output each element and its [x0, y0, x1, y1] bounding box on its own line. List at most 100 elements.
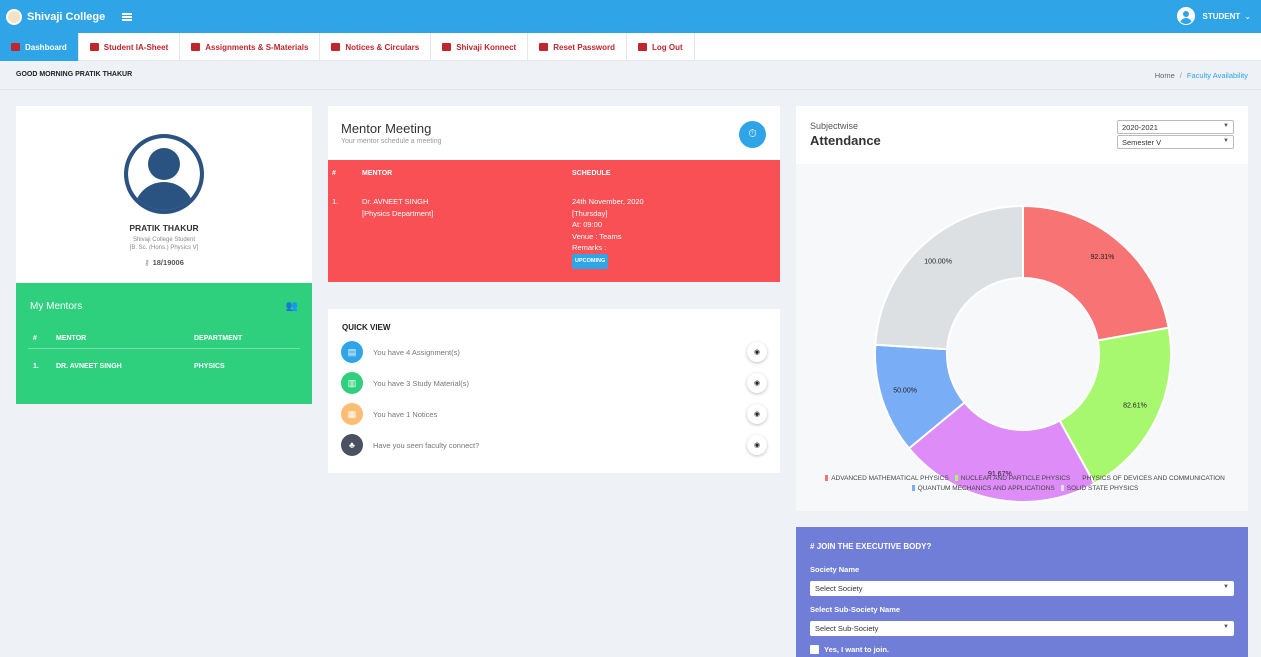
dropdown-arrow-icon: ▼ [1223, 624, 1229, 630]
breadcrumb: Home / Faculty Availability [1155, 71, 1248, 80]
legend-item[interactable]: QUANTUM MECHANICS AND APPLICATIONS [906, 485, 1055, 492]
menu-toggle-icon[interactable] [122, 12, 133, 21]
legend-item[interactable]: ADVANCED MATHEMATICAL PHYSICS [819, 475, 949, 482]
legend-swatch [1060, 485, 1064, 491]
view-button[interactable]: ◉ [747, 342, 767, 362]
roll-number: ⚷ 18/19006 [144, 258, 184, 267]
stopwatch-icon[interactable]: ⏱ [739, 121, 766, 148]
meeting-mentor: Dr. AVNEET SINGH [Physics Department] [362, 197, 434, 218]
join-title: # JOIN THE EXECUTIVE BODY? [810, 542, 932, 551]
legend-swatch [825, 475, 829, 481]
avatar [124, 134, 204, 214]
attendance-title: Attendance [810, 133, 881, 148]
quick-item-faculty: ♣ Have you seen faculty connect? ◉ [341, 433, 767, 457]
legend-swatch [1076, 475, 1080, 481]
nav-reset-password[interactable]: Reset Password [528, 33, 628, 61]
meeting-col-mentor: MENTOR [362, 170, 393, 177]
mentors-col-mentor: MENTOR [56, 335, 87, 342]
legend-swatch [954, 475, 958, 481]
quick-item-notices: ▦ You have 1 Notices ◉ [341, 402, 767, 426]
dashboard-icon [11, 43, 20, 51]
student-college: Shivaji College Student [132, 237, 196, 243]
attendance-donut-chart: 92.31% 82.61% 91.67% 50.00% 100.00% [874, 204, 1172, 503]
donut-slice[interactable] [1022, 204, 1170, 342]
join-checkbox[interactable]: Yes, I want to join. [810, 645, 889, 654]
meeting-title: Mentor Meeting [341, 121, 432, 136]
mentor-row-name: DR. AVNEET SINGH [56, 363, 122, 370]
nav-notices[interactable]: Notices & Circulars [320, 33, 432, 61]
legend-label: SOLID STATE PHYSICS [1066, 485, 1139, 492]
id-card-icon [89, 43, 99, 51]
breadcrumb-current[interactable]: Faculty Availability [1186, 71, 1248, 80]
nav-assignments[interactable]: Assignments & S-Materials [180, 33, 321, 61]
meeting-schedule: 24th November, 2020 [Thursday] At: 09:00… [572, 196, 644, 269]
mentor-meeting-card: Mentor Meeting Your mentor schedule a me… [328, 106, 780, 282]
chart-area: 92.31% 82.61% 91.67% 50.00% 100.00% [796, 164, 1248, 511]
nav-dashboard[interactable]: Dashboard [0, 33, 79, 61]
breadcrumb-separator: / [1179, 71, 1182, 80]
chat-icon [331, 43, 341, 51]
sitemap-icon: ♣ [341, 434, 363, 456]
meeting-row-num: 1. [332, 197, 339, 206]
mentors-col-department: DEPARTMENT [194, 335, 243, 342]
sub-society-select[interactable]: Select Sub-Society ▼ [810, 621, 1234, 636]
sub-society-label: Select Sub-Society Name [810, 605, 901, 614]
meeting-table: # MENTOR SCHEDULE 1. Dr. AVNEET SINGH [P… [328, 160, 780, 282]
quick-view-title: QUICK VIEW [342, 323, 391, 332]
checkbox[interactable] [810, 645, 819, 654]
nav-log-out[interactable]: Log Out [627, 33, 695, 61]
hash-icon: # [810, 542, 815, 551]
attendance-subtitle: Subjectwise [810, 121, 859, 131]
breadcrumb-home[interactable]: Home [1154, 71, 1175, 80]
top-bar: Shivaji College STUDENT ⌄ [0, 0, 1261, 33]
dropdown-arrow-icon: ▼ [1223, 138, 1229, 144]
key-icon: ⚷ [144, 258, 150, 267]
view-button[interactable]: ◉ [747, 404, 767, 424]
meeting-col-num: # [332, 170, 336, 177]
legend-label: ADVANCED MATHEMATICAL PHYSICS [831, 475, 949, 482]
legend-swatch [911, 485, 915, 491]
legend-label: QUANTUM MECHANICS AND APPLICATIONS [917, 485, 1055, 492]
logout-icon [638, 43, 648, 51]
user-avatar-icon [1176, 7, 1195, 25]
nav-shivaji-konnect[interactable]: Shivaji Konnect [431, 33, 529, 61]
document-icon: ▤ [341, 341, 363, 363]
chevron-down-icon: ⌄ [1244, 11, 1251, 21]
society-select[interactable]: Select Society ▼ [810, 581, 1234, 596]
nav-student-ia-sheet[interactable]: Student IA-Sheet [79, 33, 181, 61]
view-button[interactable]: ◉ [747, 435, 767, 455]
main-nav: Dashboard Student IA-Sheet Assignments &… [0, 33, 1261, 61]
dropdown-arrow-icon: ▼ [1223, 123, 1229, 129]
legend-item[interactable]: PHYSICS OF DEVICES AND COMMUNICATION [1070, 475, 1225, 482]
user-role-label: STUDENT [1202, 11, 1241, 21]
chart-legend: ADVANCED MATHEMATICAL PHYSICS NUCLEAR AND… [796, 474, 1248, 494]
greeting-text: GOOD MORNING PRATIK THAKUR [16, 71, 133, 78]
slice-label: 92.31% [1091, 254, 1115, 261]
user-menu[interactable]: STUDENT ⌄ [1176, 7, 1251, 25]
app-name: Shivaji College [27, 10, 106, 23]
dropdown-arrow-icon: ▼ [1223, 584, 1229, 590]
quick-item-materials: ▥ You have 3 Study Material(s) ◉ [341, 371, 767, 395]
donut-slice[interactable] [1058, 326, 1172, 486]
semester-select[interactable]: Semester V ▼ [1117, 135, 1234, 149]
attendance-card: Subjectwise Attendance 2020-2021 ▼ Semest… [796, 106, 1248, 511]
network-icon [442, 43, 452, 51]
join-executive-card: # JOIN THE EXECUTIVE BODY? Society Name … [796, 527, 1248, 657]
view-button[interactable]: ◉ [747, 373, 767, 393]
my-mentors-card: My Mentors 👥 # MENTOR DEPARTMENT 1. DR. … [16, 283, 312, 404]
mentor-row-num: 1. [33, 363, 39, 370]
donut-slice[interactable] [874, 204, 1024, 351]
meeting-subtitle: Your mentor schedule a meeting [341, 138, 442, 145]
mentors-title: My Mentors [30, 301, 83, 312]
year-select[interactable]: 2020-2021 ▼ [1117, 120, 1234, 134]
gear-icon [539, 43, 549, 51]
student-course: [B. Sc. (Hons.) Physics V] [129, 245, 199, 251]
slice-label: 50.00% [893, 387, 917, 394]
profile-card: PRATIK THAKUR Shivaji College Student [B… [16, 106, 312, 284]
legend-label: PHYSICS OF DEVICES AND COMMUNICATION [1082, 475, 1225, 482]
legend-item[interactable]: SOLID STATE PHYSICS [1055, 485, 1139, 492]
society-label: Society Name [810, 565, 860, 574]
book-icon [191, 43, 201, 51]
legend-item[interactable]: NUCLEAR AND PARTICLE PHYSICS [949, 475, 1070, 482]
brand[interactable]: Shivaji College [0, 8, 106, 25]
